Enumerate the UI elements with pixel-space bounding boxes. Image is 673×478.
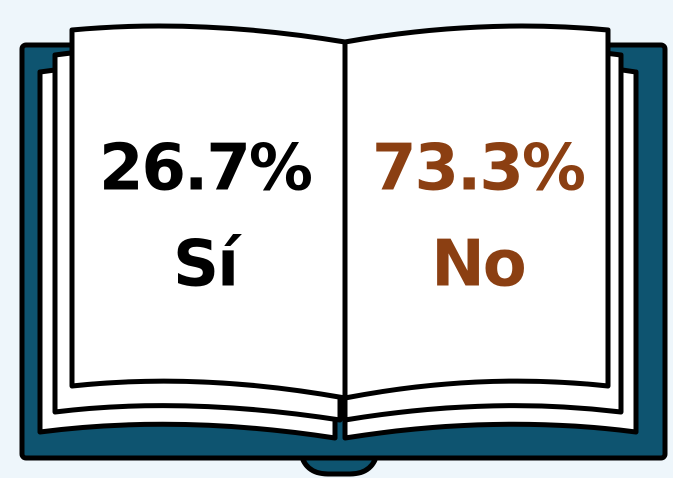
right-page xyxy=(342,23,611,401)
right-pages xyxy=(342,23,639,441)
left-page xyxy=(69,23,348,401)
right-label: No xyxy=(431,228,525,302)
left-label: Sí xyxy=(173,228,242,302)
left-value: 26.7% xyxy=(99,132,312,206)
right-value: 73.3% xyxy=(372,132,585,206)
left-pages xyxy=(37,23,348,441)
